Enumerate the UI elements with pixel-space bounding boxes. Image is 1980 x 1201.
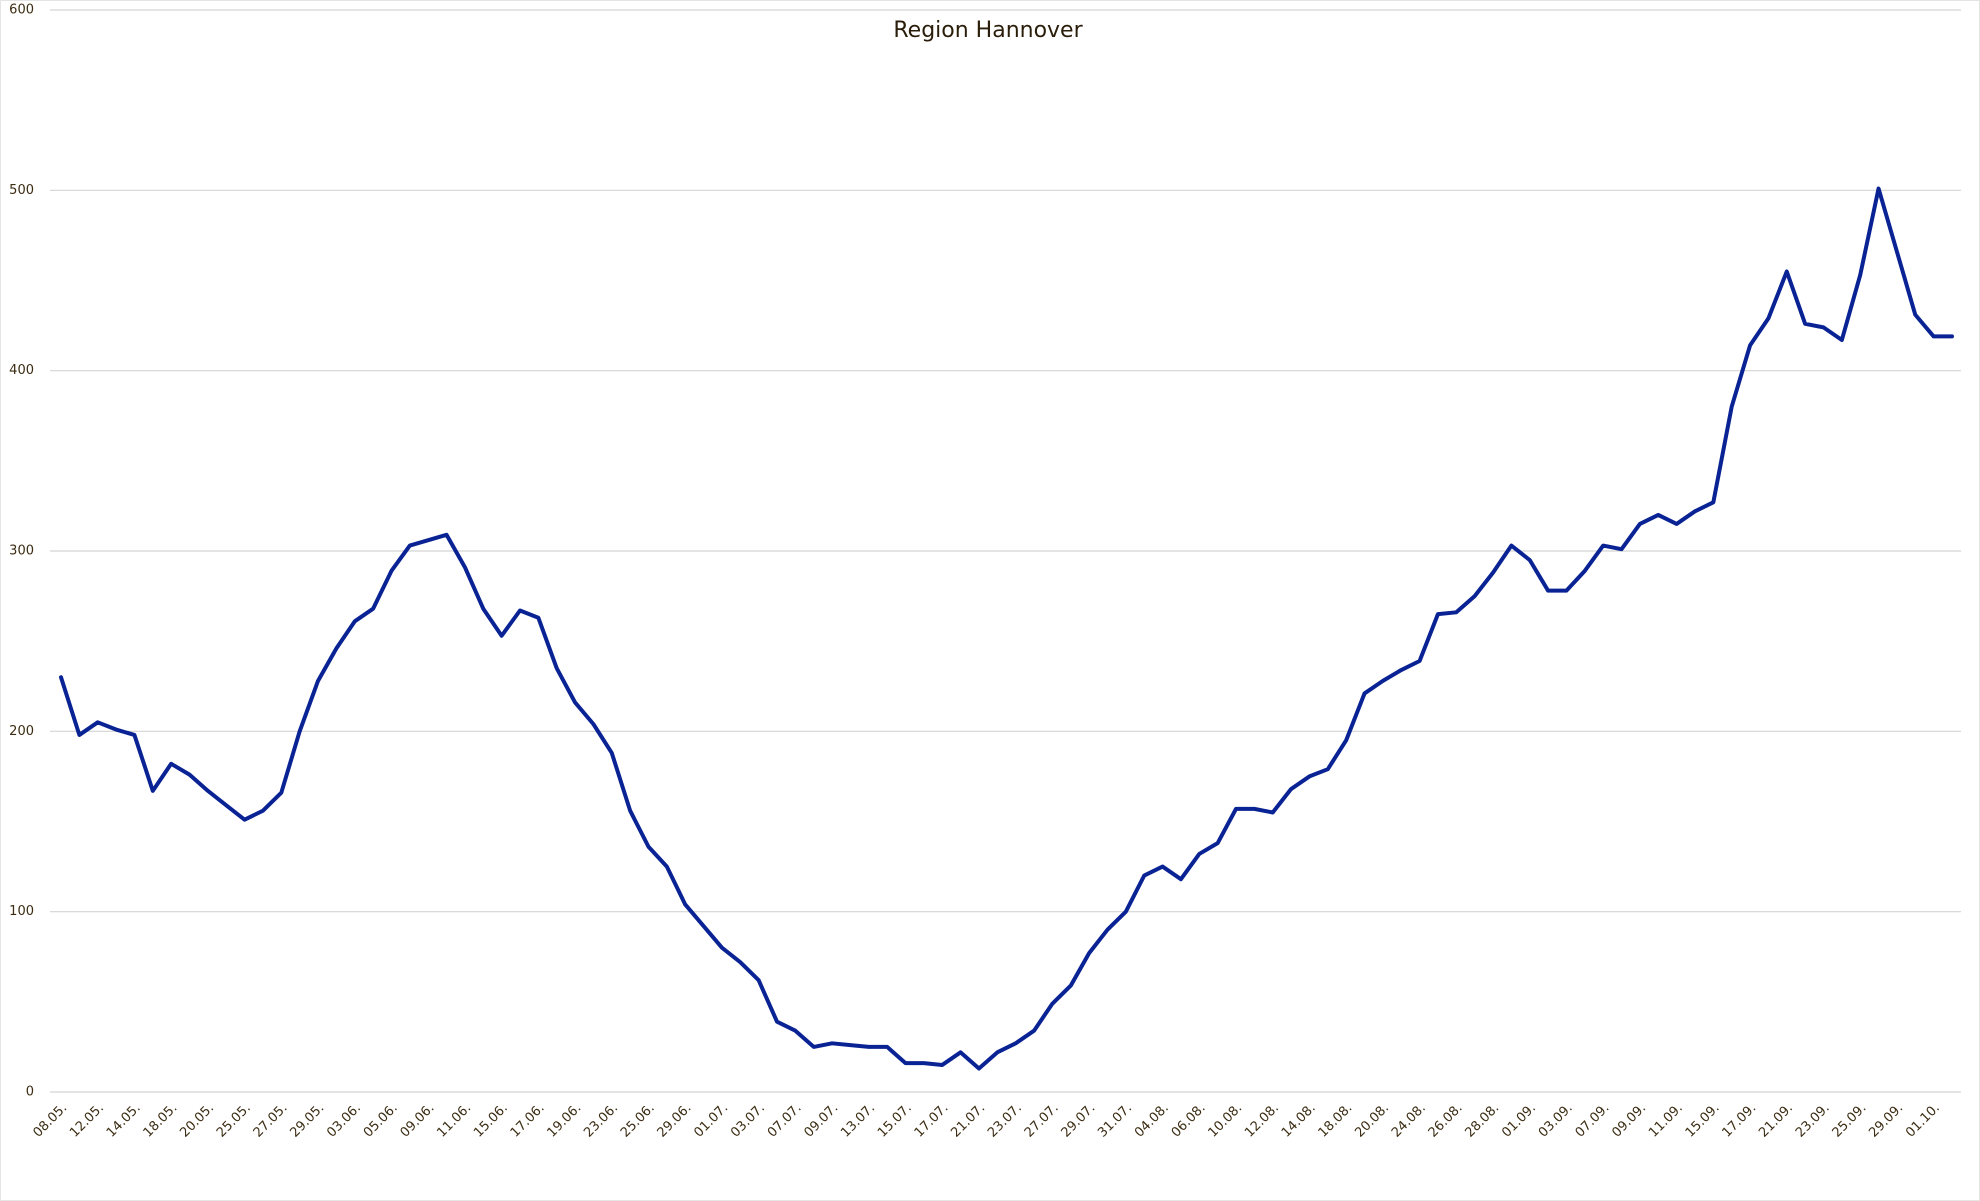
y-tick-label: 300 (9, 544, 34, 559)
data-line (59, 186, 1954, 1071)
chart-title: Region Hannover (893, 18, 1083, 43)
y-tick-label: 400 (9, 363, 34, 378)
y-tick-label: 100 (9, 904, 34, 919)
y-tick-label: 500 (9, 183, 34, 198)
y-tick-label: 0 (26, 1085, 34, 1100)
y-tick-label: 600 (9, 3, 34, 18)
y-tick-label: 200 (9, 724, 34, 739)
